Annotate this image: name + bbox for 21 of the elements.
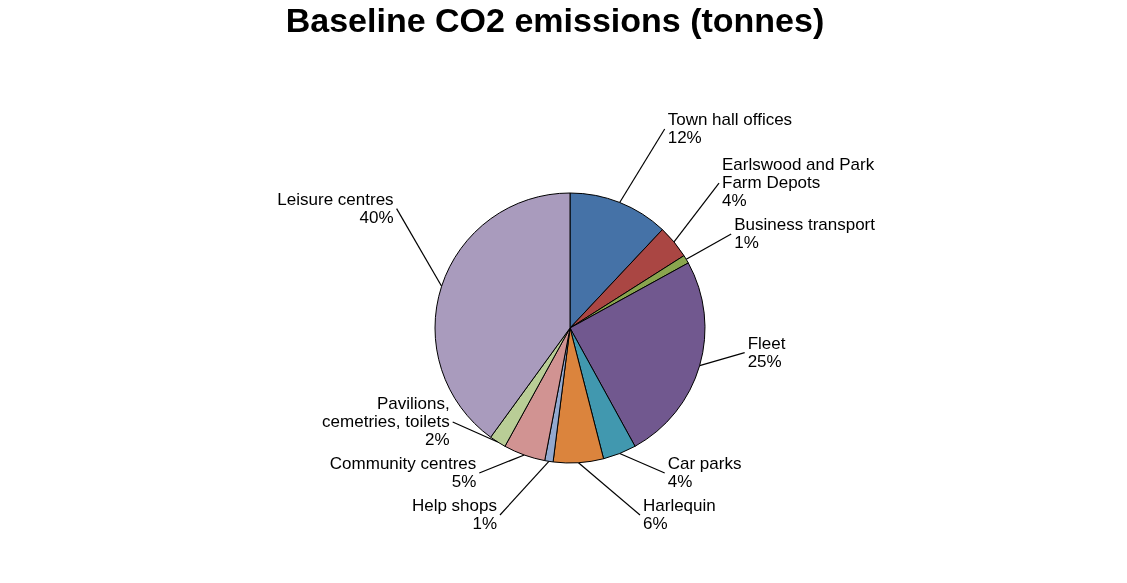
data-label: 25% [747, 351, 782, 371]
data-label: 4% [667, 472, 693, 491]
data-label: 2% [425, 430, 450, 449]
data-label: 6% [643, 514, 668, 533]
slice-label: Leisure centres [277, 189, 394, 209]
slice-label: Pavilions, cemetries, toilets [322, 394, 450, 431]
chart-title: Baseline CO2 emissions (tonnes) [285, 1, 825, 39]
slice-label: Earlswood and Park Farm Depots [722, 155, 875, 193]
data-label: 5% [451, 472, 477, 491]
slice-label: Community centres [329, 454, 477, 473]
slice-label: Harlequin [643, 496, 716, 515]
data-label: 12% [667, 127, 702, 147]
slice-label: Help shops [411, 496, 497, 515]
data-label: 1% [734, 233, 759, 253]
data-label: 4% [722, 191, 747, 211]
slice-label: Business transport [734, 215, 876, 235]
data-label: 1% [472, 514, 497, 533]
data-label: 40% [359, 207, 394, 227]
slice-label: Fleet [747, 333, 786, 353]
slice-label: Car parks [667, 454, 742, 473]
slice-label: Town hall offices [667, 109, 793, 129]
